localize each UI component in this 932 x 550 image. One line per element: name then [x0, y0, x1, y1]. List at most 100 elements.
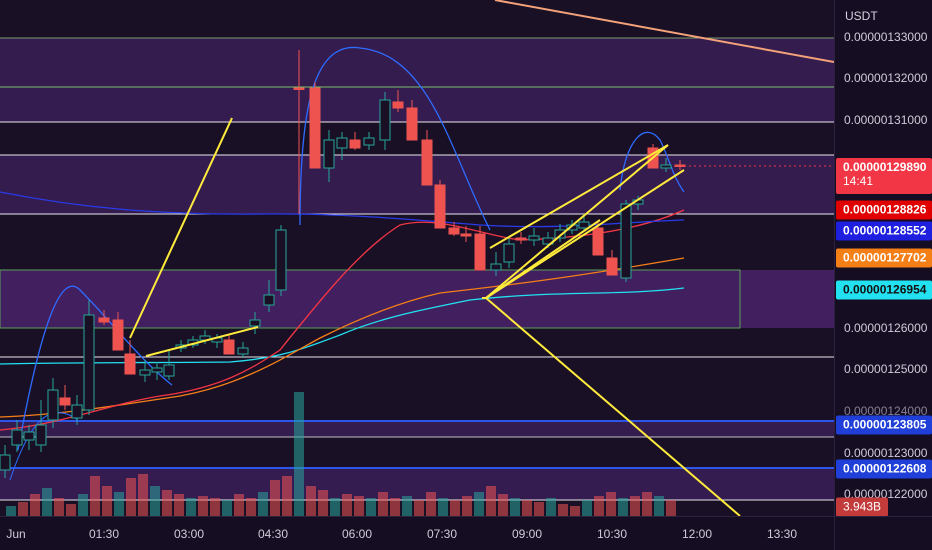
- volume-bar: [474, 492, 484, 516]
- volume-bar: [426, 492, 436, 516]
- volume-bar: [162, 490, 172, 516]
- candle-body: [237, 347, 249, 355]
- candle-body: [47, 389, 59, 421]
- volume-bar: [306, 486, 316, 516]
- arc-indicator: [17, 285, 173, 451]
- ma-blue-badge: 0.00000128552: [836, 221, 932, 241]
- volume-bar: [234, 494, 244, 516]
- volume-bar: [150, 486, 160, 516]
- volume-bar: [342, 494, 352, 516]
- candle-body: [23, 431, 35, 441]
- volume-bar: [6, 506, 16, 516]
- price-tick: 0.00000123000: [844, 446, 928, 460]
- volume-bar: [294, 392, 304, 516]
- ma-orange-badge: 0.00000127702: [836, 248, 932, 268]
- candle-body: [392, 101, 404, 109]
- candle-body: [139, 369, 151, 376]
- price-tick: 0.00000131000: [844, 113, 928, 127]
- candle-body: [606, 257, 618, 276]
- volume-bar: [42, 488, 52, 516]
- zone-band: [0, 38, 834, 87]
- volume-bar: [378, 492, 388, 516]
- volume-bar: [522, 500, 532, 516]
- volume-bar: [390, 498, 400, 516]
- price-tick: 0.00000124000: [844, 404, 928, 418]
- volume-bar: [654, 496, 664, 516]
- candlestick-chart[interactable]: [0, 0, 834, 516]
- volume-bar: [90, 476, 100, 516]
- volume-bar: [354, 496, 364, 516]
- candle-body: [474, 233, 486, 271]
- candle-body: [263, 294, 275, 306]
- candle-body: [554, 229, 566, 239]
- ma-cyan-badge: 0.00000126954: [836, 280, 932, 300]
- candle-body: [660, 164, 672, 169]
- candle-body: [11, 429, 23, 446]
- volume-bar: [642, 492, 652, 516]
- chart-area[interactable]: [0, 0, 834, 516]
- candle-body: [620, 203, 632, 279]
- volume-bar: [666, 500, 676, 516]
- channel-upper-line: [489, 144, 669, 249]
- time-tick: 13:30: [766, 527, 798, 541]
- volume-bar: [54, 498, 64, 516]
- time-tick: 04:30: [257, 527, 289, 541]
- price-tick: 0.00000133000: [844, 30, 928, 44]
- price-tick: 0.00000125000: [844, 362, 928, 376]
- candle-body: [293, 87, 305, 90]
- volume-bar: [534, 502, 544, 516]
- volume-bar: [222, 500, 232, 516]
- candle-body: [98, 317, 110, 323]
- volume-bar: [246, 498, 256, 516]
- volume-bar: [258, 492, 268, 516]
- candle-body: [249, 319, 261, 327]
- volume-bar: [630, 496, 640, 516]
- candle-body: [275, 229, 287, 291]
- trend-line: [485, 144, 669, 299]
- candle-body: [163, 364, 175, 377]
- time-tick: 06:00: [341, 527, 373, 541]
- volume-bar: [414, 500, 424, 516]
- zone-band: [0, 420, 834, 437]
- candle-body: [434, 184, 446, 229]
- volume-bar: [606, 492, 616, 516]
- time-axis[interactable]: Jun 01:30 03:00 04:30 06:00 07:30 09:00 …: [0, 516, 834, 550]
- time-tick: 01:30: [88, 527, 120, 541]
- candle-body: [71, 404, 83, 419]
- candle-body: [578, 221, 590, 229]
- volume-bar: [582, 500, 592, 516]
- candle-body: [309, 87, 321, 169]
- volume-bar: [126, 478, 136, 516]
- candle-body: [151, 367, 163, 373]
- time-tick: 10:30: [596, 527, 628, 541]
- demand-zone-box: [0, 269, 741, 329]
- candle-body: [59, 397, 71, 406]
- trend-line: [485, 297, 741, 516]
- time-tick: Jun: [6, 527, 26, 541]
- volume-bar: [114, 492, 124, 516]
- candle-body: [503, 243, 515, 263]
- volume-bar: [510, 498, 520, 516]
- volume-bar: [18, 502, 28, 516]
- volume-bar: [318, 490, 328, 516]
- volume-bar: [210, 498, 220, 516]
- price-tick: 0.00000126000: [844, 321, 928, 335]
- candle-body: [448, 227, 460, 235]
- candle-countdown: 14:41: [843, 174, 874, 188]
- price-axis[interactable]: USDT 0.00000133000 0.00000132000 0.00000…: [834, 0, 932, 517]
- trend-line: [485, 169, 685, 299]
- last-price-value: 0.00000129890: [843, 160, 927, 174]
- currency-label: USDT: [845, 9, 878, 23]
- arc-indicator: [299, 46, 491, 231]
- candle-body: [421, 139, 433, 186]
- candle-body: [592, 227, 604, 256]
- candle-body: [83, 314, 95, 411]
- candle-body: [379, 99, 391, 141]
- time-tick: 03:00: [173, 527, 205, 541]
- candle-body: [35, 424, 47, 446]
- candle-body: [0, 454, 11, 471]
- last-price-badge: 0.00000129890 14:41: [836, 158, 932, 194]
- candle-body: [490, 263, 502, 271]
- volume-bar: [558, 504, 568, 516]
- volume-bar: [450, 500, 460, 516]
